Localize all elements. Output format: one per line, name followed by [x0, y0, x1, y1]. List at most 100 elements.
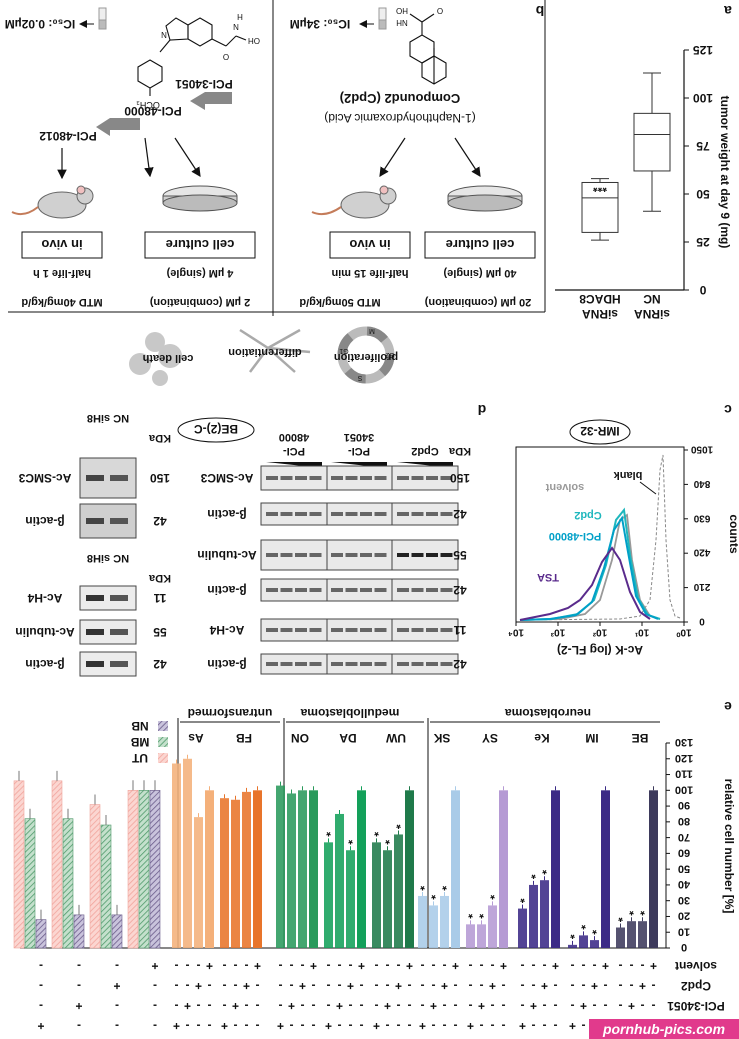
e-summary-bar [13, 780, 25, 949]
d-blot-band [360, 476, 372, 480]
c-y-tick-label: 0 [699, 616, 705, 627]
e-condition-sign: - [312, 979, 316, 993]
e-condition-sign: - [502, 1019, 506, 1033]
e-significance-star: * [581, 918, 586, 932]
e-significance-star: * [570, 928, 575, 942]
e-bar [529, 884, 538, 948]
e-condition-sign: - [375, 999, 379, 1013]
e-condition-sign: - [234, 959, 238, 973]
outcome-proliferation: proliferation [334, 351, 398, 363]
a-boxes: *** [581, 72, 671, 241]
c-x-tick-label: 10⁴ [508, 627, 524, 638]
e-bar [518, 908, 527, 948]
a-category-hdac8-line2: siRNA [582, 307, 618, 321]
e-tick-label: 130 [675, 736, 693, 748]
c-legend-tsa: TSA [537, 571, 559, 583]
e-condition-sign: - [408, 979, 412, 993]
e-condition-sign: - [115, 999, 119, 1013]
e-condition-sign: - [386, 979, 390, 993]
d-blot-band [331, 553, 343, 557]
d-blot-band [309, 628, 322, 632]
e-condition-sign: - [454, 979, 458, 993]
d-protein-label: Ac-SMC3 [200, 471, 253, 485]
d-column-label: PCI- [283, 445, 305, 457]
in-vivo-box [329, 231, 411, 259]
e-group-label: untransformed [188, 706, 273, 720]
e-condition-sign: - [593, 999, 597, 1013]
e-bar [649, 790, 658, 948]
e-condition-sign: - [397, 1019, 401, 1033]
e-condition-sign: - [186, 959, 190, 973]
d-column-label: 48000 [279, 431, 310, 443]
e-condition-sign: - [432, 1019, 436, 1033]
a-ticks: 0 25 50 75 100 125 [684, 43, 713, 297]
c-curve-pci48000 [519, 515, 659, 621]
d-blot-strip [260, 578, 328, 602]
outcome-cell-death: cell death [142, 352, 193, 364]
e-condition-sign: + [500, 959, 507, 973]
e-condition-sign: + [639, 979, 646, 993]
e-summary-bar [35, 919, 47, 949]
e-condition-sign: - [279, 959, 283, 973]
e-summary-bar [100, 824, 112, 949]
e-condition-sign: - [454, 1019, 458, 1033]
e-tick-label: 70 [678, 831, 690, 843]
chem-o: O [437, 6, 443, 15]
e-bar [253, 790, 262, 948]
e-tick-label: 110 [675, 768, 693, 780]
e-summary-bar [62, 818, 74, 949]
cycle-g2: G2 [385, 351, 394, 358]
compound-subname: (1-Naphthohydroxamic Acid) [324, 111, 475, 125]
pci-structure-icon [137, 17, 247, 96]
e-condition-sign: - [571, 959, 575, 973]
e-condition-sign: - [186, 1019, 190, 1033]
e-condition-sign: + [173, 1019, 180, 1033]
d-sirna-kda-value: 55 [153, 625, 167, 639]
chem-och3: OCH₃ [136, 100, 160, 110]
e-condition-sign: - [443, 999, 447, 1013]
right-concentration: 40 µM (single) [443, 267, 516, 279]
d-blot-band [280, 628, 293, 632]
e-condition-sign: - [432, 979, 436, 993]
e-condition-sign: - [256, 979, 260, 993]
d-protein-label: Ac-tubulin [197, 548, 256, 562]
d-blot-band [411, 476, 424, 480]
c-curve-blank [519, 454, 681, 621]
d-blot-band [411, 588, 424, 592]
e-condition-sign: - [554, 1019, 558, 1033]
e-bar [276, 785, 285, 948]
d-blot-band [374, 512, 387, 516]
b-arrow [144, 137, 154, 178]
e-condition-sign: + [419, 1019, 426, 1033]
e-legend-label: MB [130, 735, 149, 749]
e-bar [383, 850, 392, 948]
e-condition-sign: - [301, 1019, 305, 1033]
e-condition-sign: - [554, 999, 558, 1013]
chem-n-h: N [233, 22, 239, 31]
e-condition-sign: - [279, 979, 283, 993]
d-sirna-kda-value: 11 [153, 591, 166, 605]
d-blot-band [295, 512, 307, 516]
panel-e-barchart: 0 10 20 30 40 50 60 70 80 90 100 110 120 130 relative… [13, 706, 736, 1033]
e-condition-sign: - [312, 1019, 316, 1033]
d-sirna-header-bottom: NC siH8 [87, 552, 129, 564]
d-kda-value: 42 [453, 583, 467, 597]
d-blot-band [309, 512, 322, 516]
e-condition-sign: - [502, 999, 506, 1013]
e-bar [194, 817, 203, 948]
e-condition-sign: - [312, 999, 316, 1013]
d-kda-value: 42 [453, 657, 467, 671]
e-significance-star: * [629, 904, 634, 918]
panel-letter-b: b [536, 3, 545, 19]
e-cell-line-label: SY [482, 731, 498, 745]
d-blot-band [440, 512, 453, 516]
e-bar [172, 763, 181, 948]
e-condition-sign: + [336, 999, 343, 1013]
e-condition-sign: - [115, 1019, 119, 1033]
d-blot-band [345, 628, 358, 632]
d-sirna-protein-label: Ac-SMC3 [18, 471, 71, 485]
e-condition-sign: - [208, 1019, 212, 1033]
d-blot-band [86, 661, 104, 667]
c-y-tick-label: 1050 [690, 444, 713, 455]
d-blot-band [266, 553, 278, 557]
